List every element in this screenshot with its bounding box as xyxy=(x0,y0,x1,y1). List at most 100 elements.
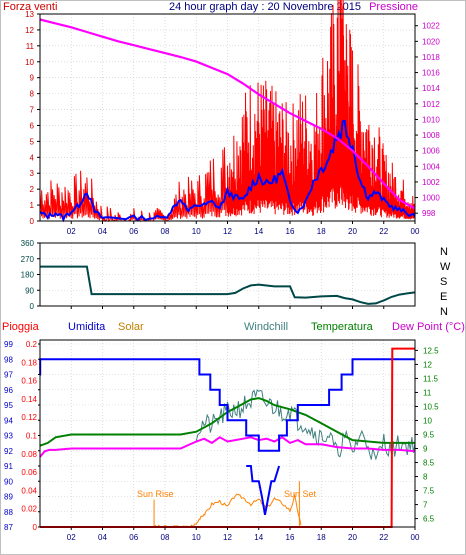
temperature-tick: 10.5 xyxy=(423,402,439,411)
temperature-tick: 11 xyxy=(423,388,432,397)
temperature-tick: 12 xyxy=(423,360,432,369)
temperature-tick: 7.5 xyxy=(423,487,435,496)
panel1-left-tick: 3 xyxy=(30,169,35,178)
rain-tick: 0.04 xyxy=(21,486,37,495)
panel1-left-label: Forza venti xyxy=(3,1,57,13)
panel1-left-tick: 9 xyxy=(30,74,35,83)
sun-set-annotation: Sun Set xyxy=(284,489,317,499)
panel1-right-label: Pressione xyxy=(369,1,418,13)
rain-tick: 0.2 xyxy=(26,340,38,349)
panel1-left-tick: 5 xyxy=(30,137,35,146)
temperature-tick: 11.5 xyxy=(423,374,439,383)
panel3-x-tick: 08 xyxy=(161,533,170,542)
panel3-x-tick: 02 xyxy=(67,533,76,542)
wind-speed-series xyxy=(39,119,416,223)
panel3-x-tick: 00 xyxy=(411,533,420,542)
legend-temperature: Temperatura xyxy=(311,321,374,333)
panel1-left-tick: 13 xyxy=(25,10,34,19)
humidity-tick: 89 xyxy=(4,493,13,502)
legend-rain: Pioggia xyxy=(2,321,40,333)
panel1-left-tick: 7 xyxy=(30,106,35,115)
panel1-left-tick: 8 xyxy=(30,90,35,99)
panel1-right-tick: 1010 xyxy=(422,115,440,124)
panel2-y-tick: 360 xyxy=(21,239,35,248)
panel3-x-tick: 16 xyxy=(286,533,295,542)
panel1-left-tick: 6 xyxy=(30,121,35,130)
panel1-right-tick: 1018 xyxy=(422,53,440,62)
panel1-right-tick: 1008 xyxy=(422,131,440,140)
rain-tick: 0.16 xyxy=(21,377,37,386)
humidity-tick: 92 xyxy=(4,447,13,456)
humidity-tick: 97 xyxy=(4,371,13,380)
panel1-left-tick: 4 xyxy=(30,153,35,162)
panel1-x-tick: 18 xyxy=(317,227,326,236)
panel3-x-tick: 10 xyxy=(192,533,201,542)
panel1-right-tick: 1004 xyxy=(422,162,440,171)
panel1-x-tick: 22 xyxy=(379,227,388,236)
panel1-x-tick: 10 xyxy=(192,227,201,236)
panel1-left-tick: 2 xyxy=(30,185,35,194)
panel1-left-tick: 11 xyxy=(26,42,35,51)
panel1-right-tick: 1016 xyxy=(422,69,440,78)
temperature-tick: 9 xyxy=(423,445,428,454)
temperature-tick: 8 xyxy=(423,473,428,482)
gust-series xyxy=(39,0,416,223)
sun-rise-annotation: Sun Rise xyxy=(137,489,174,499)
legend-humidity: Umidita xyxy=(68,321,106,333)
humidity-series xyxy=(39,358,415,452)
panel1-left-tick: 1 xyxy=(30,201,35,210)
panel1-axes: 0123456789101112139981000100210041006100… xyxy=(25,10,440,236)
panel1-right-tick: 1014 xyxy=(422,84,440,93)
rain-tick: 0.12 xyxy=(21,413,37,422)
pressure-series xyxy=(39,18,416,210)
legend-dewpoint: Dew Point (°C) xyxy=(392,321,465,333)
panel1-right-tick: 1002 xyxy=(422,178,440,187)
humidity-tick: 91 xyxy=(4,462,13,471)
temperature-tick: 12.5 xyxy=(423,346,439,355)
panel1-right-tick: 1012 xyxy=(422,100,440,109)
humidity-tick: 87 xyxy=(4,523,13,532)
humidity-tick: 96 xyxy=(4,386,13,395)
panel2-grid xyxy=(39,242,416,307)
panel3-x-tick: 12 xyxy=(223,533,232,542)
panel1-x-tick: 00 xyxy=(411,227,420,236)
compass-label: N xyxy=(440,246,448,258)
panel2-y-tick: 270 xyxy=(21,255,35,264)
rain-tick: 0 xyxy=(33,523,38,532)
humidity-tick: 99 xyxy=(4,340,13,349)
rain-tick: 0.18 xyxy=(21,358,37,367)
panel3-x-tick: 22 xyxy=(379,533,388,542)
legend-solar: Solar xyxy=(118,321,144,333)
rain-tick: 0.02 xyxy=(21,505,37,514)
panel3-x-tick: 04 xyxy=(98,533,107,542)
panel1-right-tick: 998 xyxy=(422,209,436,218)
panel2-series xyxy=(40,265,416,305)
wind-direction-series xyxy=(40,265,416,305)
panel3-x-tick: 20 xyxy=(348,533,357,542)
temperature-tick: 7 xyxy=(423,501,428,510)
compass-label: W xyxy=(440,261,451,273)
panel2-y-tick: 0 xyxy=(30,302,35,311)
panel1-right-tick: 1006 xyxy=(422,147,440,156)
compass-label: N xyxy=(440,306,448,318)
panel1-left-tick: 10 xyxy=(25,58,34,67)
rain-tick: 0.14 xyxy=(21,395,37,404)
humidity-tick: 90 xyxy=(4,477,13,486)
humidity-dip-series xyxy=(246,465,281,515)
panel1-x-tick: 04 xyxy=(98,227,107,236)
temperature-tick: 6.5 xyxy=(423,515,435,524)
humidity-tick: 98 xyxy=(4,355,13,364)
panel1-x-tick: 20 xyxy=(348,227,357,236)
panel2-y-tick: 90 xyxy=(25,286,34,295)
rain-tick: 0.08 xyxy=(21,450,37,459)
rain-tick: 0.1 xyxy=(26,432,38,441)
panel3-series xyxy=(39,347,416,528)
compass-label: E xyxy=(440,291,447,303)
temperature-tick: 8.5 xyxy=(423,459,435,468)
panel1-title: 24 hour graph day : 20 Novembre 2015 xyxy=(169,1,361,13)
panel3-axes: 0 0.02 0.04 0.06 0.08 0.1 0.12 0.14 0.16 0.18 0.2 8… xyxy=(4,339,439,542)
panel1-left-tick: 0 xyxy=(30,217,35,226)
